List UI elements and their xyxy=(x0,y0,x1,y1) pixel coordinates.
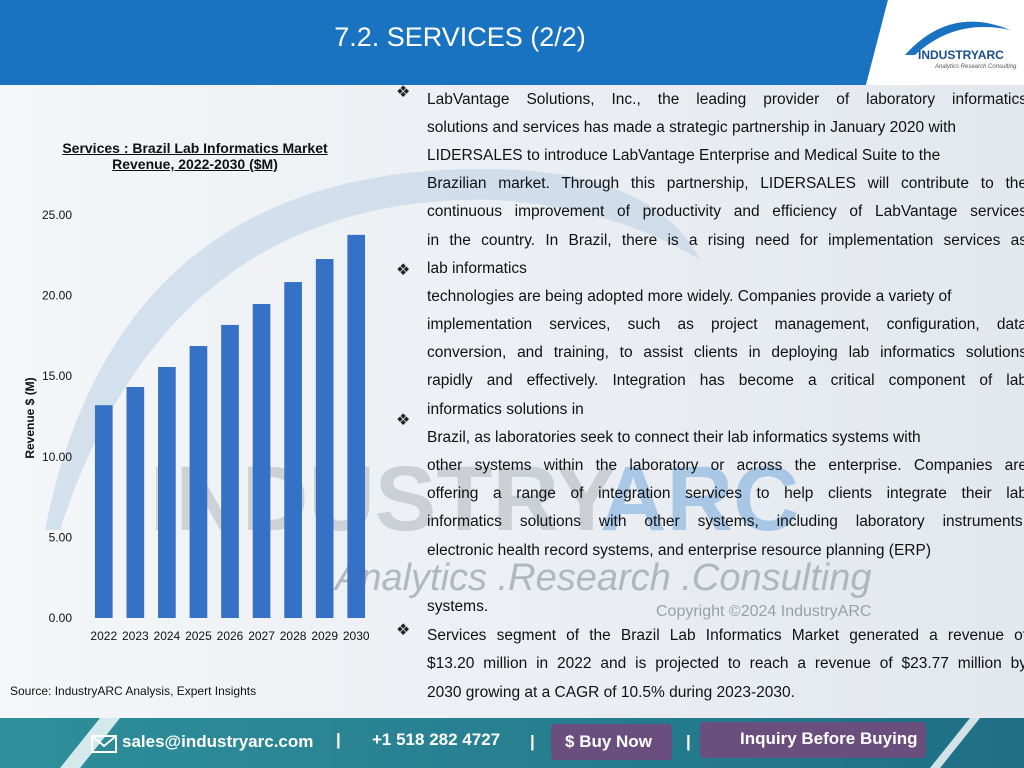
y-tick-label: 0.00 xyxy=(49,611,73,625)
x-tick-label: 2026 xyxy=(217,629,244,643)
footer: sales@industryarc.com | +1 518 282 4727 … xyxy=(0,718,1024,768)
watermark-brand: ARC xyxy=(600,448,799,550)
source: Source: IndustryARC Analysis, Expert Ins… xyxy=(10,684,256,698)
body-line: rapidly and effectively. Integration has… xyxy=(427,372,1024,389)
body-line: Brazil, as laboratories seek to connect … xyxy=(427,429,921,446)
y-tick-label: 10.00 xyxy=(42,450,72,464)
bullet: ❖ xyxy=(396,620,411,639)
logo: INDUSTRYARC xyxy=(918,48,1004,62)
bar xyxy=(126,387,145,618)
body-line: offering a range of integration services… xyxy=(427,485,1024,502)
logo-arc xyxy=(905,21,1010,55)
body-line: conversion, and training, to assist clie… xyxy=(427,344,1024,361)
x-tick-label: 2022 xyxy=(90,629,117,643)
y-axis-label: Revenue $ (M) xyxy=(23,377,37,458)
bar xyxy=(315,259,334,618)
body-line: Brazilian market. Through this partnersh… xyxy=(427,175,1024,192)
bullet: ❖ xyxy=(396,410,411,429)
watermark-tagline: Analytics .Research .Consulting xyxy=(333,557,871,599)
body-line: LabVantage Solutions, Inc., the leading … xyxy=(427,91,1024,108)
bar xyxy=(284,282,302,618)
y-tick-label: 15.00 xyxy=(42,369,72,383)
bar xyxy=(347,234,366,618)
bar xyxy=(252,303,271,618)
body-line: informatics solutions with other systems… xyxy=(427,513,1024,530)
buy-now-button[interactable]: $ Buy Now xyxy=(565,732,652,751)
body-line: continuous improvement of productivity a… xyxy=(427,203,1024,220)
bar xyxy=(221,324,239,618)
logo-tagline: Analytics Research Consulting xyxy=(934,64,1017,70)
body-line: informatics solutions in xyxy=(427,401,584,418)
chart: 0.00 5.00 10.00 15.00 20.00 25.00 2022 2023 2024… xyxy=(42,208,370,643)
body-line: Services segment of the Brazil Lab Infor… xyxy=(427,627,1024,644)
logo-area xyxy=(866,0,1024,85)
slide-title: 7.2. SERVICES (2/2) xyxy=(334,22,586,52)
x-tick-label: 2029 xyxy=(311,629,338,643)
bullet: ❖ xyxy=(396,82,411,101)
bullet: ❖ xyxy=(396,260,411,279)
phone[interactable]: +1 518 282 4727 xyxy=(372,730,501,749)
bar xyxy=(189,346,208,618)
body-line: $13.20 million in 2022 and is projected … xyxy=(427,655,1024,672)
body-line: solutions and services has made a strate… xyxy=(427,119,957,136)
watermark-copyright: Copyright ©2024 IndustryARC xyxy=(656,603,871,620)
y-tick-label: 5.00 xyxy=(49,530,73,544)
body-line: technologies are being adopted more wide… xyxy=(427,288,952,305)
email[interactable]: sales@industryarc.com xyxy=(122,732,314,751)
swoosh xyxy=(45,169,700,530)
bar xyxy=(94,405,113,618)
footer-decor xyxy=(60,718,980,768)
chart-title: Services : Brazil Lab Informatics Market… xyxy=(62,140,328,172)
body-line: other systems within the laboratory or a… xyxy=(427,457,1024,474)
x-tick-label: 2024 xyxy=(154,629,181,643)
x-tick-label: 2028 xyxy=(280,629,307,643)
x-tick-label: 2030 xyxy=(343,629,370,643)
x-tick-label: 2023 xyxy=(122,629,149,643)
x-tick-label: 2027 xyxy=(248,629,275,643)
body-line: LIDERSALES to introduce LabVantage Enter… xyxy=(427,147,941,164)
header-band xyxy=(0,0,888,85)
y-tick-label: 20.00 xyxy=(42,289,72,303)
buy-now-label[interactable]: Buy Now xyxy=(579,732,652,751)
body-line: systems. xyxy=(427,598,489,615)
body-line: in the country. In Brazil, there is a ri… xyxy=(427,232,1024,249)
body-line: 2030 growing at a CAGR of 10.5% during 2… xyxy=(427,684,795,701)
body-line: lab informatics xyxy=(427,260,527,277)
y-tick-label: 25.00 xyxy=(42,208,72,222)
body-line: implementation services, such as project… xyxy=(427,316,1024,333)
body-line: electronic health record systems, and en… xyxy=(427,542,931,559)
bar xyxy=(158,367,176,618)
x-tick-label: 2025 xyxy=(185,629,212,643)
inquiry-button[interactable]: Inquiry Before Buying xyxy=(740,729,918,748)
